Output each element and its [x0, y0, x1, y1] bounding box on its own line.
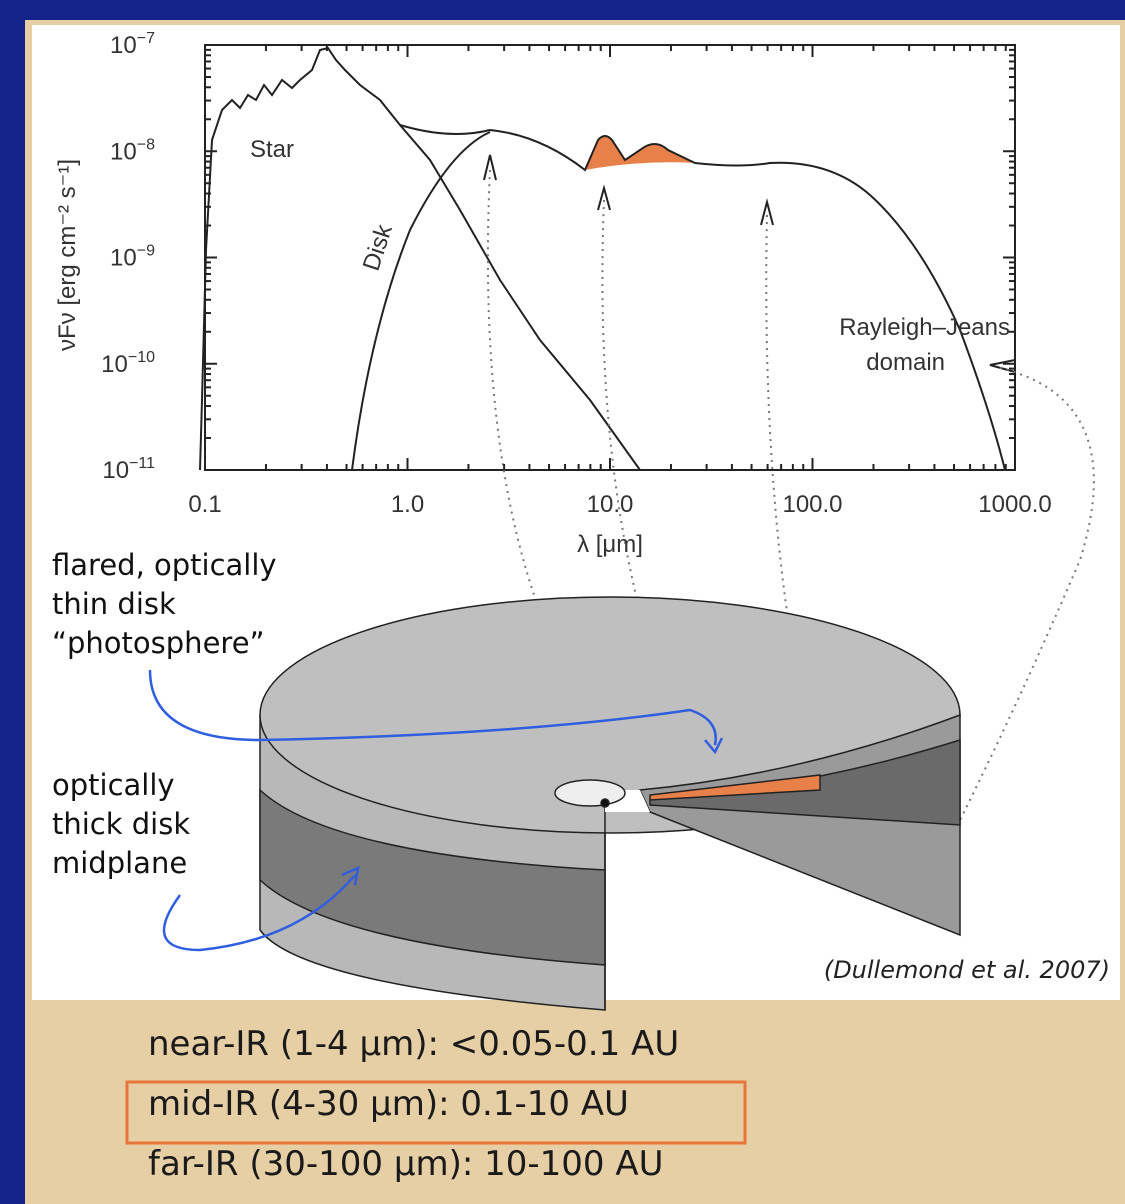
- rj-label: domain: [866, 349, 945, 376]
- midplane-label: thick disk: [52, 807, 190, 841]
- tick-base: 10: [110, 138, 137, 165]
- slide: νFν [erg cm⁻² s⁻¹] λ [μm] Star Disk Rayl…: [0, 0, 1125, 1204]
- x-tick-label: 1000.0: [978, 491, 1051, 518]
- tick-base: 10: [110, 32, 137, 59]
- page: {"figure":{"y_axis_label":"νFν [erg cm⁻²…: [0, 0, 1125, 1204]
- x-axis-label: λ [μm]: [577, 531, 643, 558]
- shape: [601, 799, 609, 807]
- tick-base: 10: [101, 351, 128, 378]
- tick-exponent: −8: [137, 136, 155, 153]
- y-axis-label: νFν [erg cm⁻² s⁻¹]: [54, 159, 81, 351]
- photosphere-label: flared, optically: [52, 548, 277, 582]
- shape: optically thick disk midplane: [52, 768, 190, 880]
- photosphere-label: “photosphere”: [52, 626, 265, 660]
- x-tick-label: 1.0: [391, 491, 424, 518]
- region-line: far-IR (30-100 µm): 10-100 AU: [148, 1144, 664, 1184]
- midplane-label: optically: [52, 768, 175, 802]
- star-label: Star: [250, 136, 294, 163]
- tick-exponent: −9: [137, 243, 155, 260]
- shape: [555, 780, 625, 806]
- x-tick-label: 100.0: [782, 491, 842, 518]
- x-tick-label: 10.0: [587, 491, 634, 518]
- tick-exponent: −11: [129, 455, 155, 472]
- tick-exponent: −10: [128, 349, 155, 366]
- credit: (Dullemond et al. 2007): [824, 956, 1110, 984]
- tick-base: 10: [110, 245, 137, 272]
- tick-exponent: −7: [137, 30, 155, 47]
- body: νFν [erg cm⁻² s⁻¹] λ [μm] Star Disk Rayl…: [0, 0, 1125, 1204]
- tick-base: 10: [102, 457, 129, 484]
- region-line: mid-IR (4-30 µm): 0.1-10 AU: [148, 1084, 629, 1124]
- x-tick-label: 0.1: [188, 491, 221, 518]
- rj-label: Rayleigh–Jeans: [839, 314, 1010, 341]
- shape: near-IR (1-4 µm): <0.05-0.1 AU mid-IR (4-…: [148, 1024, 679, 1184]
- region-line: near-IR (1-4 µm): <0.05-0.1 AU: [148, 1024, 679, 1064]
- photosphere-label: thin disk: [52, 587, 176, 621]
- midplane-label: midplane: [52, 846, 187, 880]
